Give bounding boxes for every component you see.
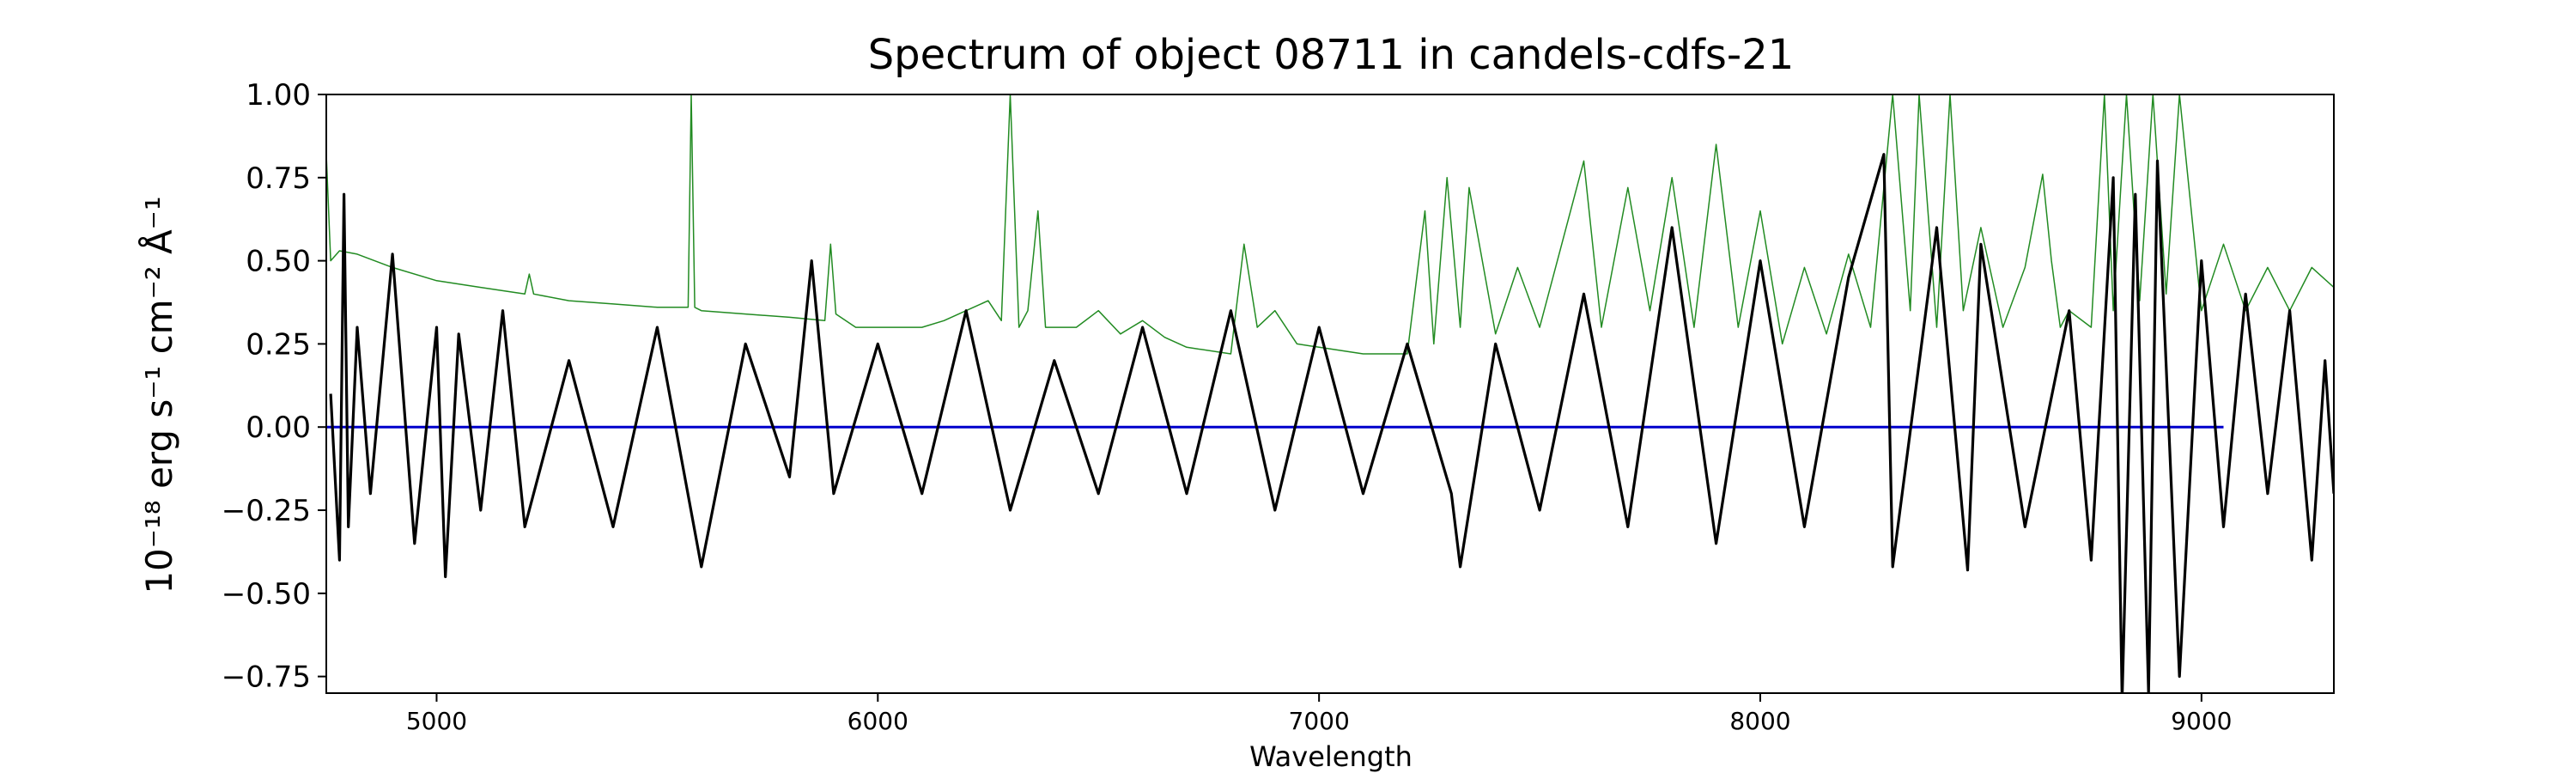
contamination-line	[326, 94, 2334, 355]
x-axis-label: Wavelength	[1249, 740, 1413, 773]
y-tick-label: 0.50	[246, 245, 311, 279]
x-tick-label: 9000	[2171, 707, 2232, 735]
y-tick-label: 0.25	[246, 327, 311, 362]
y-tick-labels: 1.00 0.75 0.50 0.25 0.00 −0.25 −0.50 −0.75	[222, 78, 311, 695]
plot-series	[326, 94, 2334, 693]
x-tick-label: 8000	[1729, 707, 1790, 735]
x-tick-label: 5000	[406, 707, 467, 735]
chart-title: Spectrum of object 08711 in candels-cdfs…	[868, 31, 1795, 79]
axis-ticks	[318, 94, 2202, 702]
y-axis-label: 10⁻¹⁸ erg s⁻¹ cm⁻² Å⁻¹	[137, 196, 180, 593]
plot-frame	[325, 94, 2335, 694]
y-tick-label: 0.75	[246, 161, 311, 196]
y-tick-label: −0.50	[222, 577, 311, 612]
x-tick-label: 6000	[848, 707, 908, 735]
x-tick-labels: 5000 6000 7000 8000 9000	[406, 707, 2233, 735]
spectrum-line	[329, 153, 2334, 693]
y-tick-label: −0.75	[222, 660, 311, 695]
y-tick-label: −0.25	[222, 494, 311, 528]
y-tick-label: 0.00	[246, 411, 311, 445]
y-tick-label: 1.00	[246, 78, 311, 113]
x-tick-label: 7000	[1289, 707, 1350, 735]
